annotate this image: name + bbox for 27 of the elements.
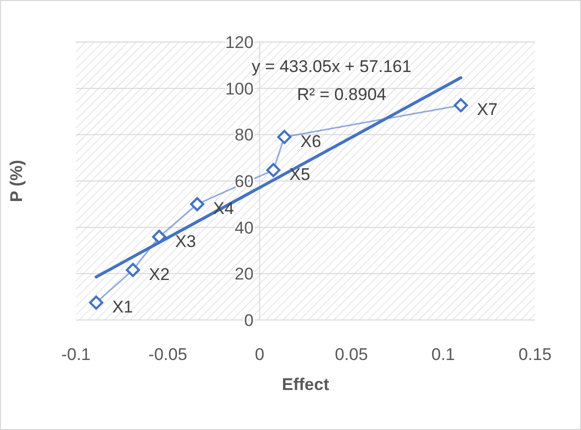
y-tick-label: 100 bbox=[225, 79, 254, 98]
x-tick-label: 0.15 bbox=[518, 345, 552, 364]
y-tick-label: 40 bbox=[234, 218, 254, 238]
annotation: X3 bbox=[175, 232, 196, 251]
x-tick-label: -0.05 bbox=[148, 345, 188, 364]
annotation: y = 433.05x + 57.161 bbox=[252, 57, 412, 76]
annotation: X7 bbox=[476, 100, 498, 120]
point bbox=[266, 163, 280, 178]
annotation: R² = 0.8904 bbox=[296, 85, 386, 104]
point bbox=[454, 98, 468, 112]
point bbox=[89, 296, 104, 310]
y-tick-label: 20 bbox=[234, 264, 254, 284]
annotation: X5 bbox=[289, 165, 310, 184]
annotation: X1 bbox=[112, 298, 133, 317]
point bbox=[277, 130, 292, 144]
point bbox=[126, 262, 140, 278]
annotation: X6 bbox=[300, 132, 322, 151]
x-tick-label: 0.05 bbox=[334, 345, 368, 364]
y-tick-label: 80 bbox=[234, 126, 254, 145]
x-tick-label: -0.1 bbox=[61, 345, 91, 364]
y-tick-label: 120 bbox=[225, 32, 254, 52]
y-tick-label: 0 bbox=[244, 310, 254, 330]
x-tick-label: 0.1 bbox=[431, 345, 456, 364]
point bbox=[190, 197, 204, 212]
y-axis-title: P (%) bbox=[7, 160, 26, 202]
annotation: X2 bbox=[148, 264, 170, 284]
x-axis-title: Effect bbox=[282, 375, 330, 394]
